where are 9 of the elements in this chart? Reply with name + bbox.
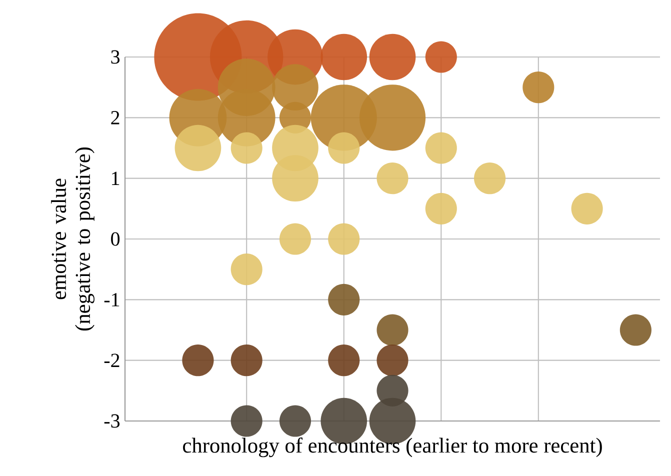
- y-tick-label: -2: [104, 354, 120, 367]
- x-axis-title: chronology of encounters (earlier to more recent): [183, 438, 602, 458]
- y-tick-label: 3: [111, 50, 120, 64]
- y-tick-label: -3: [104, 414, 120, 428]
- y-tick-label: 1: [112, 172, 120, 185]
- y-tick-label: 2: [111, 111, 120, 124]
- y-tick-label: -1: [104, 293, 120, 306]
- y-axis-title: emotive value (negative to positive): [51, 148, 94, 330]
- y-tick-label: 0: [111, 232, 120, 246]
